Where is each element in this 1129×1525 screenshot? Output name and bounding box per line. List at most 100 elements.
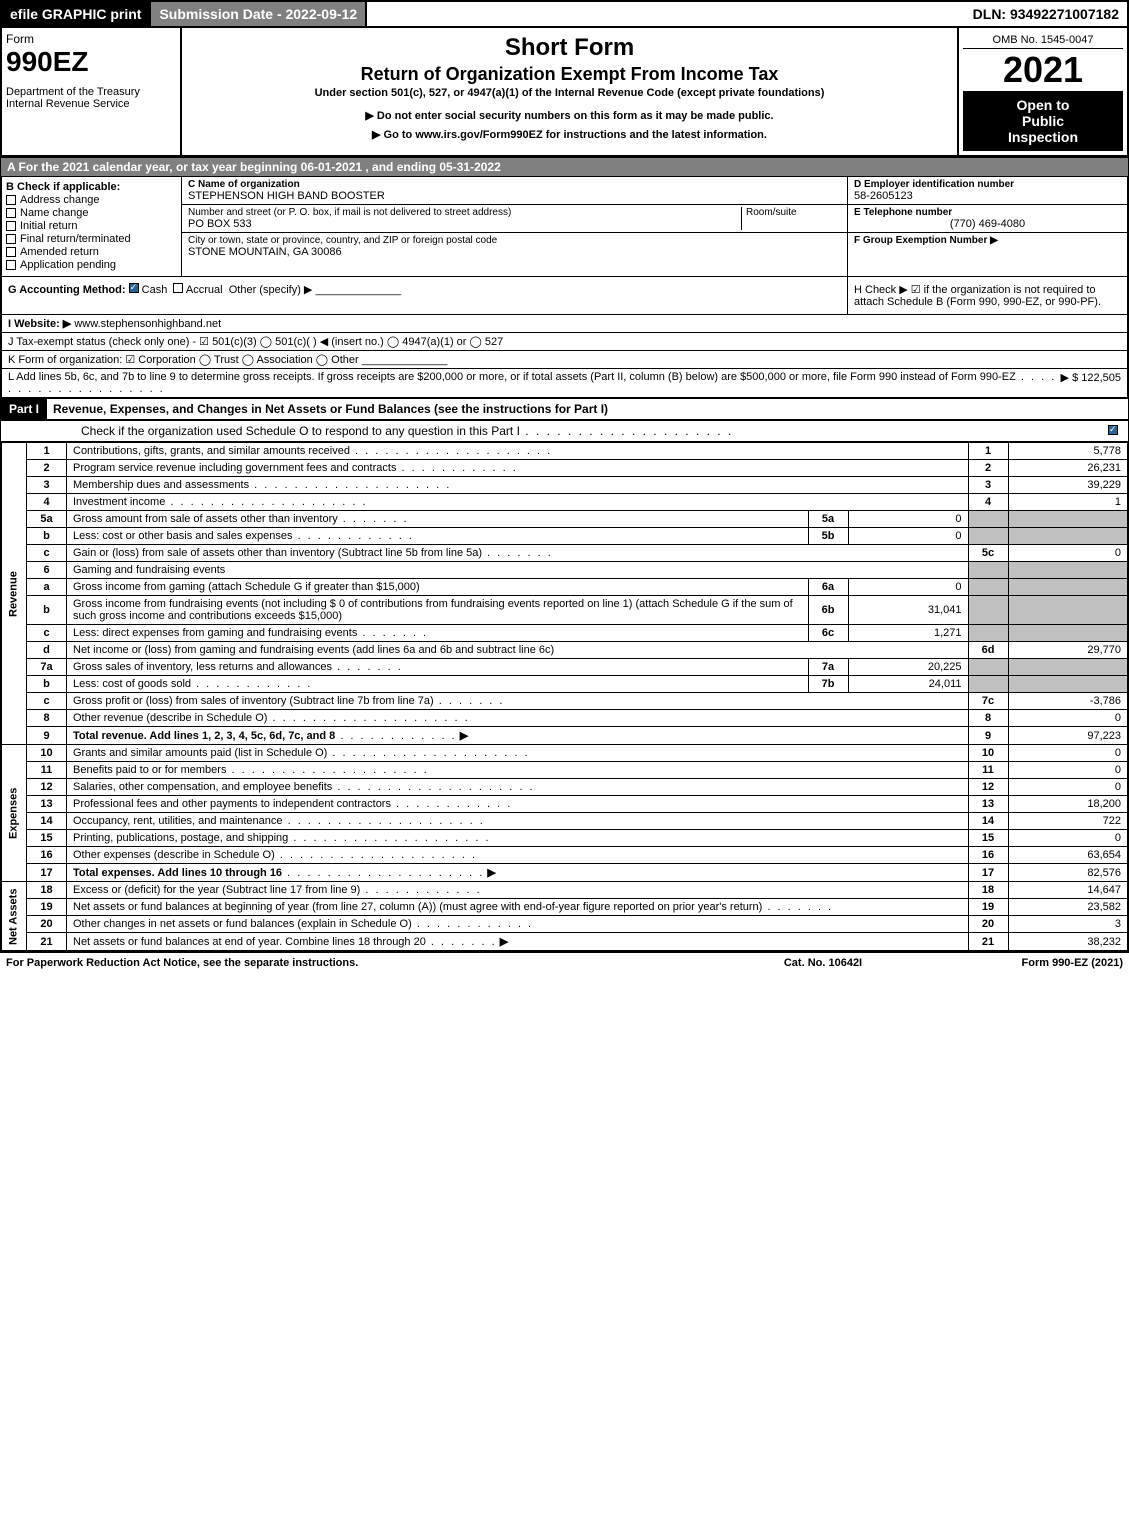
desc-text: Other expenses (describe in Schedule O) [73, 849, 275, 861]
part1-check-inner: Check if the organization used Schedule … [81, 424, 520, 438]
table-row: c Less: direct expenses from gaming and … [1, 625, 1128, 642]
desc-text: Gain or (loss) from sale of assets other… [73, 547, 482, 559]
row-num: 9 [27, 727, 67, 745]
table-row: 6 Gaming and fundraising events [1, 562, 1128, 579]
gray-cell [968, 676, 1008, 693]
k-text: K Form of organization: ☑ Corporation ◯ … [8, 354, 359, 366]
row-desc: Membership dues and assessments [67, 477, 969, 494]
ein-value: 58-2605123 [854, 190, 1121, 202]
row-mid-num: 6a [808, 579, 848, 596]
netassets-vert-label: Net Assets [1, 882, 27, 951]
tax-year: 2021 [963, 49, 1123, 91]
row-num: 19 [27, 899, 67, 916]
check-amended-return[interactable]: Amended return [6, 246, 177, 258]
row-desc: Salaries, other compensation, and employ… [67, 779, 969, 796]
row-out-num: 11 [968, 762, 1008, 779]
section-j: J Tax-exempt status (check only one) - ☑… [0, 333, 1129, 351]
row-mid-num: 5b [808, 528, 848, 545]
row-num: 2 [27, 460, 67, 477]
row-mid-num: 7b [808, 676, 848, 693]
section-b: B Check if applicable: Address change Na… [2, 177, 182, 276]
part1-checkbox[interactable] [1098, 424, 1128, 438]
row-out-val: 0 [1008, 710, 1128, 727]
note-goto: ▶ Go to www.irs.gov/Form990EZ for instru… [190, 128, 949, 141]
omb-number: OMB No. 1545-0047 [963, 32, 1123, 49]
row-desc: Gross income from gaming (attach Schedul… [67, 579, 809, 596]
row-desc: Other changes in net assets or fund bala… [67, 916, 969, 933]
gray-cell [1008, 659, 1128, 676]
table-row: d Net income or (loss) from gaming and f… [1, 642, 1128, 659]
row-desc: Excess or (deficit) for the year (Subtra… [67, 882, 969, 899]
row-num: c [27, 545, 67, 562]
g-other: Other (specify) ▶ [229, 284, 313, 296]
row-num: 10 [27, 745, 67, 762]
check-address-change[interactable]: Address change [6, 194, 177, 206]
table-row: 20 Other changes in net assets or fund b… [1, 916, 1128, 933]
footer-left: For Paperwork Reduction Act Notice, see … [6, 957, 723, 969]
gray-cell [1008, 579, 1128, 596]
section-l: L Add lines 5b, 6c, and 7b to line 9 to … [0, 369, 1129, 398]
top-bar: efile GRAPHIC print Submission Date - 20… [0, 0, 1129, 28]
desc-text: Gross profit or (loss) from sales of inv… [73, 695, 434, 707]
row-out-val: 82,576 [1008, 864, 1128, 882]
row-out-val: 14,647 [1008, 882, 1128, 899]
check-label: Address change [20, 194, 100, 206]
check-initial-return[interactable]: Initial return [6, 220, 177, 232]
part1-table: Revenue 1 Contributions, gifts, grants, … [0, 442, 1129, 951]
note-ssn: ▶ Do not enter social security numbers o… [190, 109, 949, 122]
org-city-row: City or town, state or province, country… [182, 233, 847, 260]
check-application-pending[interactable]: Application pending [6, 259, 177, 271]
row-desc: Grants and similar amounts paid (list in… [67, 745, 969, 762]
section-g: G Accounting Method: Cash Accrual Other … [2, 277, 847, 314]
row-desc: Printing, publications, postage, and shi… [67, 830, 969, 847]
desc-text: Less: direct expenses from gaming and fu… [73, 627, 357, 639]
section-a-tax-year: A For the 2021 calendar year, or tax yea… [0, 157, 1129, 177]
row-mid-val: 24,011 [848, 676, 968, 693]
row-out-num: 13 [968, 796, 1008, 813]
row-num: 16 [27, 847, 67, 864]
check-label: Final return/terminated [20, 233, 131, 245]
checkbox-accrual-icon [173, 283, 183, 293]
row-mid-num: 5a [808, 511, 848, 528]
check-label: Amended return [20, 246, 99, 258]
row-out-num: 14 [968, 813, 1008, 830]
gray-cell [1008, 511, 1128, 528]
row-desc: Program service revenue including govern… [67, 460, 969, 477]
gray-cell [968, 511, 1008, 528]
desc-text: Other revenue (describe in Schedule O) [73, 712, 267, 724]
row-num: a [27, 579, 67, 596]
row-out-num: 10 [968, 745, 1008, 762]
row-mid-num: 6b [808, 596, 848, 625]
row-num: 12 [27, 779, 67, 796]
org-city: STONE MOUNTAIN, GA 30086 [188, 246, 841, 258]
row-out-num: 9 [968, 727, 1008, 745]
desc-text: Excess or (deficit) for the year (Subtra… [73, 884, 360, 896]
row-desc: Professional fees and other payments to … [67, 796, 969, 813]
desc-text: Program service revenue including govern… [73, 462, 396, 474]
row-out-val: 97,223 [1008, 727, 1128, 745]
gray-cell [1008, 528, 1128, 545]
row-out-val: 3 [1008, 916, 1128, 933]
irs-label: Internal Revenue Service [6, 98, 176, 110]
page-footer: For Paperwork Reduction Act Notice, see … [0, 951, 1129, 973]
info-block-bcd: B Check if applicable: Address change Na… [0, 177, 1129, 277]
check-name-change[interactable]: Name change [6, 207, 177, 219]
row-desc: Gross income from fundraising events (no… [67, 596, 809, 625]
gray-cell [1008, 562, 1128, 579]
row-mid-num: 6c [808, 625, 848, 642]
title-short-form: Short Form [190, 34, 949, 62]
check-final-return[interactable]: Final return/terminated [6, 233, 177, 245]
row-num: 5a [27, 511, 67, 528]
table-row: 11 Benefits paid to or for members 11 0 [1, 762, 1128, 779]
row-mid-val: 20,225 [848, 659, 968, 676]
check-label: Name change [20, 207, 89, 219]
table-row: 8 Other revenue (describe in Schedule O)… [1, 710, 1128, 727]
row-num: 21 [27, 933, 67, 951]
row-out-num: 7c [968, 693, 1008, 710]
table-row: b Less: cost or other basis and sales ex… [1, 528, 1128, 545]
row-out-val: 722 [1008, 813, 1128, 830]
row-num: 7a [27, 659, 67, 676]
row-desc: Contributions, gifts, grants, and simila… [67, 443, 969, 460]
row-num: 17 [27, 864, 67, 882]
row-out-val: 5,778 [1008, 443, 1128, 460]
